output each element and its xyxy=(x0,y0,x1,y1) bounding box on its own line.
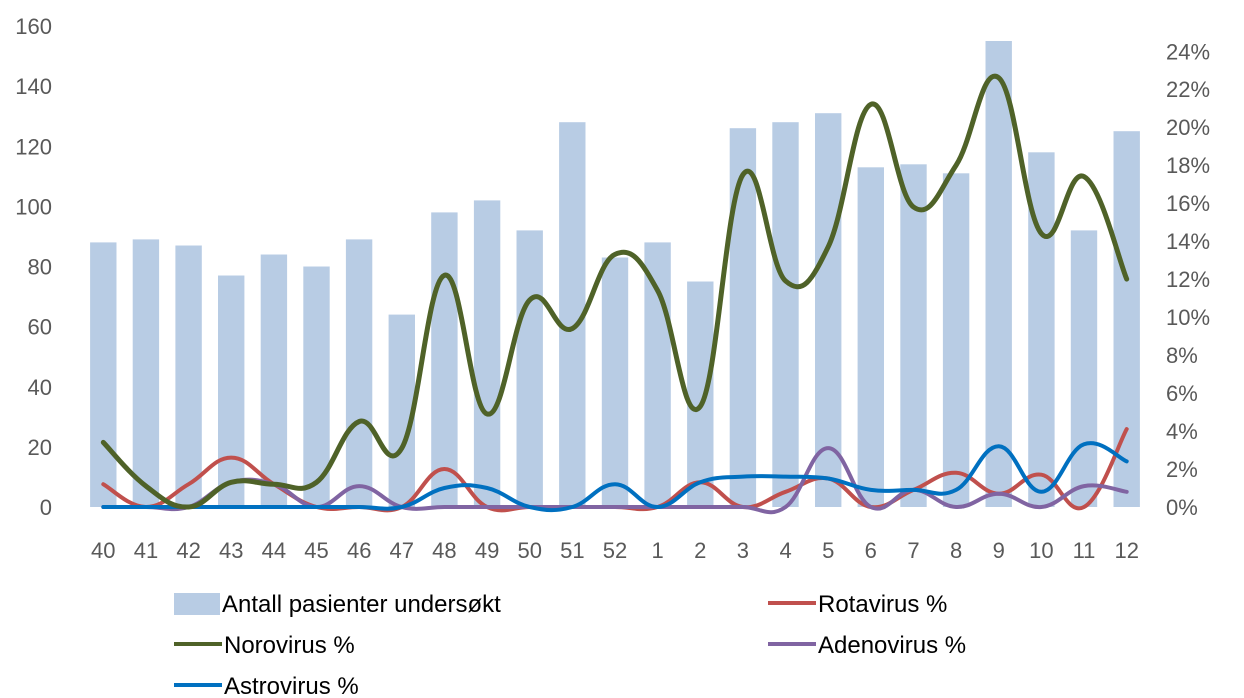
legend-label: Norovirus % xyxy=(224,632,355,659)
x-tick: 9 xyxy=(993,538,1005,563)
bar-44 xyxy=(260,254,288,507)
y-right-tick: 6% xyxy=(1166,381,1198,406)
y-right-tick: 24% xyxy=(1166,39,1210,64)
bar-7 xyxy=(900,164,927,508)
x-tick: 12 xyxy=(1114,538,1138,563)
y-left-tick: 100 xyxy=(15,194,52,219)
x-tick: 8 xyxy=(950,538,962,563)
legend-label: Antall pasienter undersøkt xyxy=(222,591,501,618)
bar-42 xyxy=(175,245,202,507)
bar-52 xyxy=(601,257,629,507)
legend-item-adenovirus: Adenovirus % xyxy=(768,632,966,659)
y-right-tick: 0% xyxy=(1166,495,1198,520)
y-right-tick: 18% xyxy=(1166,153,1210,178)
right-axis-ticks: 0% 2% 4% 6% 8% 10% 12% 14% 16% 18% 20% 22% 24% xyxy=(1166,39,1210,520)
x-tick: 50 xyxy=(517,538,541,563)
y-left-tick: 80 xyxy=(28,255,52,280)
y-left-tick: 20 xyxy=(28,435,52,460)
legend: Antall pasienter undersøkt Rotavirus % Nor… xyxy=(174,591,966,698)
series-line-astrovirus xyxy=(101,441,1129,513)
y-right-tick: 14% xyxy=(1166,229,1210,254)
bar-48 xyxy=(431,212,458,507)
x-tick: 52 xyxy=(603,538,627,563)
y-left-tick: 140 xyxy=(15,74,52,99)
series-line-norovirus xyxy=(100,73,1130,510)
bar-43 xyxy=(218,275,245,507)
bar-9 xyxy=(985,41,1012,507)
x-tick: 41 xyxy=(134,538,158,563)
x-tick: 49 xyxy=(475,538,499,563)
legend-label: Rotavirus % xyxy=(818,591,947,618)
bar-45 xyxy=(303,266,330,507)
x-tick: 5 xyxy=(822,538,834,563)
legend-label: Adenovirus % xyxy=(818,632,966,659)
bar-1 xyxy=(644,242,671,507)
bar-40 xyxy=(90,242,117,507)
y-right-tick: 4% xyxy=(1166,419,1198,444)
bar-49 xyxy=(473,200,501,507)
bar-50 xyxy=(516,230,543,507)
bar-41 xyxy=(132,239,160,507)
x-tick: 40 xyxy=(91,538,115,563)
y-right-tick: 10% xyxy=(1166,305,1210,330)
x-tick: 47 xyxy=(390,538,414,563)
x-tick: 7 xyxy=(907,538,919,563)
bar-series xyxy=(90,41,1140,508)
bar-2 xyxy=(687,281,714,507)
legend-item-rotavirus: Rotavirus % xyxy=(768,591,947,618)
bar-46 xyxy=(345,239,373,507)
legend-item-astrovirus: Astrovirus % xyxy=(174,673,359,698)
x-tick: 10 xyxy=(1029,538,1053,563)
legend-swatch xyxy=(174,593,220,615)
bar-5 xyxy=(815,113,842,507)
x-tick: 46 xyxy=(347,538,371,563)
legend-item-antall: Antall pasienter undersøkt xyxy=(174,591,501,618)
y-right-tick: 2% xyxy=(1166,457,1198,482)
x-tick: 48 xyxy=(432,538,456,563)
left-axis-ticks: 0 20 40 60 80 100 120 140 160 xyxy=(15,14,52,520)
x-tick: 6 xyxy=(865,538,877,563)
x-tick: 42 xyxy=(176,538,200,563)
y-right-tick: 20% xyxy=(1166,115,1210,140)
bar-4 xyxy=(772,122,799,507)
y-left-tick: 40 xyxy=(28,375,52,400)
y-right-tick: 16% xyxy=(1166,191,1210,216)
x-tick: 45 xyxy=(304,538,328,563)
x-tick: 3 xyxy=(737,538,749,563)
y-left-tick: 120 xyxy=(15,134,52,159)
y-left-tick: 60 xyxy=(28,315,52,340)
y-right-tick: 12% xyxy=(1166,267,1210,292)
y-left-tick: 0 xyxy=(40,495,52,520)
legend-label: Astrovirus % xyxy=(224,673,359,698)
x-tick: 2 xyxy=(694,538,706,563)
x-tick: 1 xyxy=(651,538,663,563)
y-left-tick: 160 xyxy=(15,14,52,39)
x-axis-ticks: 40 41 42 43 44 45 46 47 48 49 50 51 52 1 2 3 4 5 6 7 8 9 10 11 1… xyxy=(91,538,1139,563)
line-series-group xyxy=(100,73,1130,515)
x-tick: 11 xyxy=(1073,538,1096,563)
x-tick: 43 xyxy=(219,538,243,563)
x-tick: 44 xyxy=(262,538,286,563)
bar-3 xyxy=(729,128,757,507)
x-tick: 51 xyxy=(560,538,584,563)
bar-8 xyxy=(942,173,970,508)
bar-11 xyxy=(1070,230,1098,507)
legend-item-norovirus: Norovirus % xyxy=(174,632,355,659)
x-tick: 4 xyxy=(779,538,791,563)
bar-6 xyxy=(857,167,884,508)
y-right-tick: 8% xyxy=(1166,343,1198,368)
y-right-tick: 22% xyxy=(1166,77,1210,102)
